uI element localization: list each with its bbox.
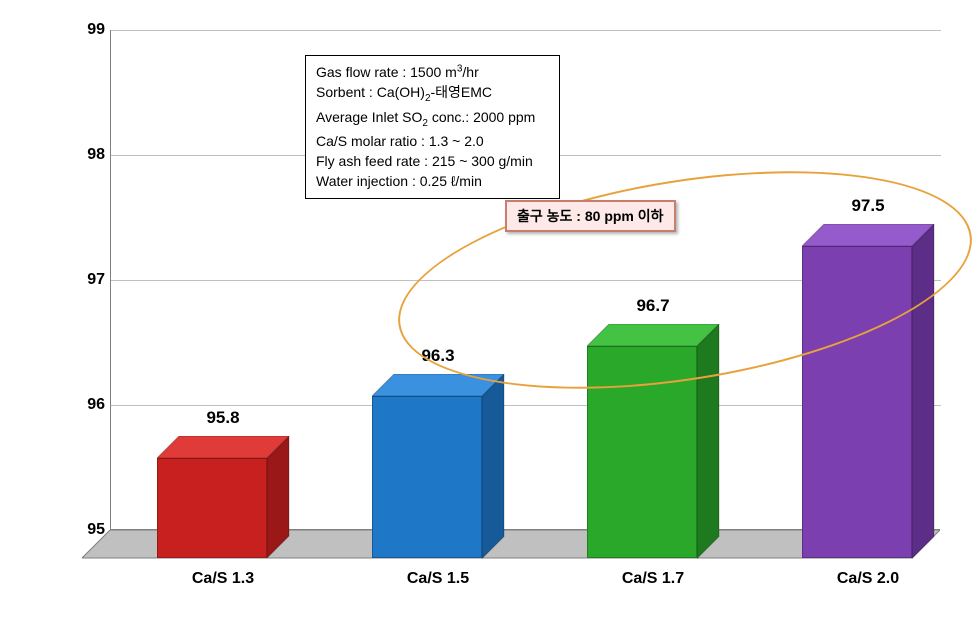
outlet-concentration-annotation: 출구 농도 : 80 ppm 이하: [505, 200, 676, 232]
info-line: Water injection : 0.25 ℓ/min: [316, 171, 549, 191]
plot-area: 9596979899 Ca/S 1.3Ca/S 1.5Ca/S 1.7Ca/S …: [110, 30, 940, 570]
conditions-info-box: Gas flow rate : 1500 m3/hrSorbent : Ca(O…: [305, 55, 560, 199]
chart-container: SO2 removal efficiency, % 9596979899 Ca/…: [0, 0, 979, 641]
y-tick-label: 98: [70, 146, 105, 164]
info-line: Fly ash feed rate : 215 ~ 300 g/min: [316, 151, 549, 171]
info-line: Gas flow rate : 1500 m3/hr: [316, 62, 549, 82]
y-tick-label: 99: [70, 21, 105, 39]
info-line: Sorbent : Ca(OH)2-태영EMC: [316, 82, 549, 106]
bar-value-label: 97.5: [818, 196, 918, 216]
annotation-text: 출구 농도 : 80 ppm 이하: [517, 208, 664, 224]
x-tick-label: Ca/S 2.0: [808, 570, 928, 588]
y-tick-label: 95: [70, 521, 105, 539]
bar-side: [912, 224, 936, 561]
bar-value-label: 95.8: [173, 408, 273, 428]
x-tick-label: Ca/S 1.5: [378, 570, 498, 588]
info-line: Average Inlet SO2 conc.: 2000 ppm: [316, 107, 549, 131]
x-tick-label: Ca/S 1.3: [163, 570, 283, 588]
y-tick-label: 96: [70, 396, 105, 414]
y-tick-label: 97: [70, 271, 105, 289]
bar-value-label: 96.3: [388, 346, 488, 366]
bar-front: [802, 246, 912, 559]
bar-top: [802, 224, 936, 248]
info-line: Ca/S molar ratio : 1.3 ~ 2.0: [316, 131, 549, 151]
bar-value-label: 96.7: [603, 296, 703, 316]
x-tick-label: Ca/S 1.7: [593, 570, 713, 588]
